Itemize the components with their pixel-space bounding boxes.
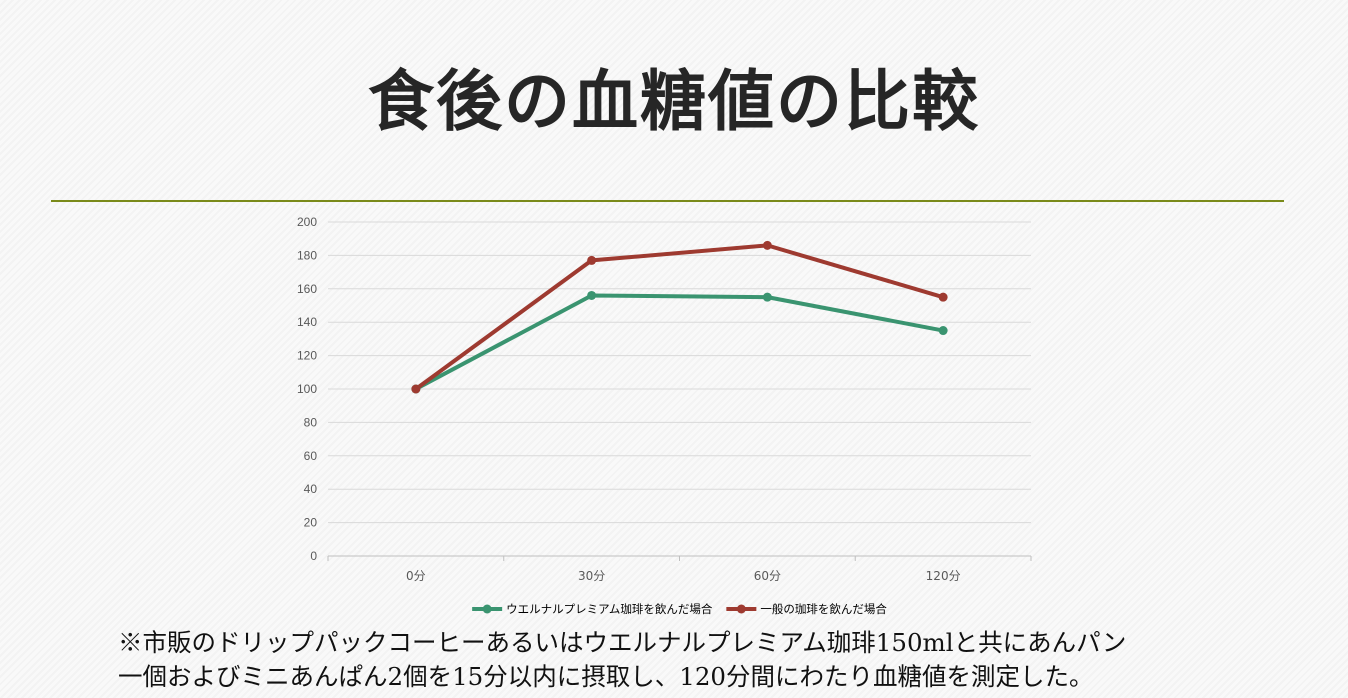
series-1-point <box>587 290 597 300</box>
y-tick-label: 40 <box>304 482 318 496</box>
chart-gridlines <box>328 221 1031 557</box>
title-divider <box>51 200 1284 202</box>
chart-series-points <box>411 240 948 394</box>
y-tick-label: 0 <box>310 549 317 563</box>
y-tick-label: 100 <box>297 382 317 396</box>
x-tick-label: 0分 <box>406 569 426 583</box>
y-tick-label: 160 <box>297 282 317 296</box>
caption-line-2: 一個およびミニあんぱん2個を15分以内に摂取し、120分間にわたり血糖値を測定し… <box>118 662 1094 691</box>
x-axis-tick-labels: 0分 30分 60分 120分 <box>406 569 961 583</box>
slide-title: 食後の血糖値の比較 <box>368 63 980 140</box>
series-2-point <box>411 384 421 394</box>
x-tick-label: 30分 <box>578 569 605 583</box>
chart-legend: ウエルナルプレミアム珈琲を飲んだ場合 一般の珈琲を飲んだ場合 <box>472 602 887 616</box>
x-tick-label: 60分 <box>754 569 781 583</box>
legend-label: ウエルナルプレミアム珈琲を飲んだ場合 <box>506 602 713 616</box>
caption-line-1: ※市販のドリップパックコーヒーあるいはウエルナルプレミアム珈琲150mlと共にあ… <box>118 628 1127 657</box>
y-tick-label: 200 <box>297 215 317 229</box>
series-2-point <box>762 240 772 250</box>
y-tick-label: 20 <box>304 516 318 530</box>
y-axis-tick-labels: 0 20 40 60 80 100 120 140 160 180 200 <box>297 215 317 563</box>
legend-item-2: 一般の珈琲を飲んだ場合 <box>726 602 887 616</box>
chart-caption: ※市販のドリップパックコーヒーあるいはウエルナルプレミアム珈琲150mlと共にあ… <box>118 626 1298 694</box>
series-1-point <box>762 292 772 302</box>
series-2-point <box>587 255 597 265</box>
y-tick-label: 80 <box>304 415 318 429</box>
y-tick-label: 60 <box>304 449 318 463</box>
chart-series-lines <box>413 243 946 391</box>
y-tick-label: 140 <box>297 315 317 329</box>
x-tick-label: 120分 <box>926 569 961 583</box>
series-line-2 <box>413 243 946 391</box>
legend-label: 一般の珈琲を飲んだ場合 <box>760 602 887 616</box>
series-2-point <box>938 292 948 302</box>
legend-swatch-marker <box>482 604 492 614</box>
series-line-1 <box>413 293 946 391</box>
blood-sugar-line-chart: 0 20 40 60 80 100 120 140 160 180 200 0分 30分 60分 120分… <box>297 215 1032 616</box>
y-tick-label: 180 <box>297 248 317 262</box>
legend-item-1: ウエルナルプレミアム珈琲を飲んだ場合 <box>472 602 713 616</box>
legend-swatch-marker <box>736 604 746 614</box>
x-axis <box>327 556 1032 561</box>
y-tick-label: 120 <box>297 349 317 363</box>
series-1-point <box>938 326 948 336</box>
